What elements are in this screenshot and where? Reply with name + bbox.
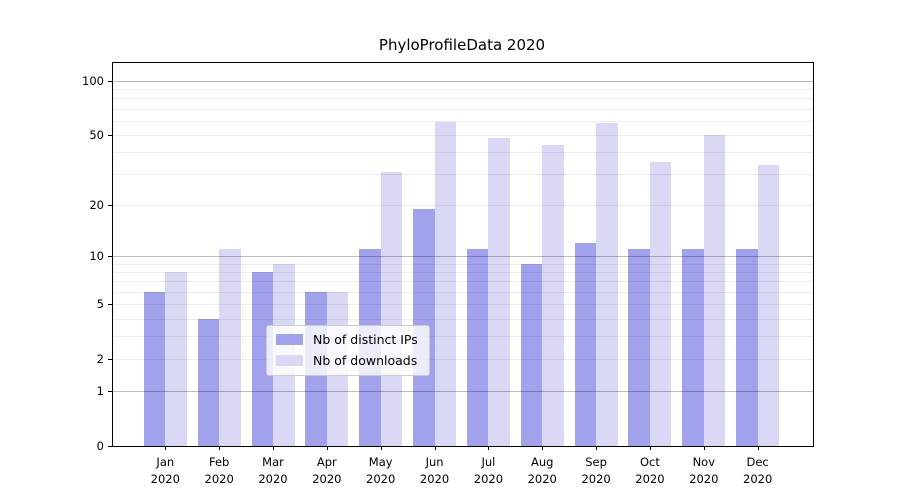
- y-tick-mark: [108, 304, 112, 306]
- y-tick-label: 5: [96, 297, 104, 312]
- bar-distinct-ips: [251, 272, 273, 446]
- legend-label-distinct-ips: Nb of distinct IPs: [313, 332, 418, 347]
- x-tick-mark: [703, 446, 705, 450]
- y-tick-mark: [108, 359, 112, 361]
- gridline: [113, 89, 813, 91]
- x-tick-mark: [273, 446, 274, 450]
- bar-distinct-ips: [628, 249, 650, 446]
- legend-item: Nb of downloads: [276, 353, 418, 368]
- bar-downloads: [488, 138, 510, 446]
- plot-area: 0 1 2 5 10 20 50 100 Jan 2020 Feb 2020 Mar 2020 Apr 202…: [82, 62, 814, 486]
- x-tick-label: Apr 2020: [312, 455, 342, 486]
- y-tick-mark: [108, 391, 112, 393]
- x-tick-mark: [380, 446, 382, 450]
- x-tick-mark: [649, 446, 651, 450]
- x-tick-label: Feb 2020: [204, 455, 234, 486]
- x-tick-mark: [326, 446, 328, 450]
- y-tick-label: 10: [89, 249, 104, 264]
- y-tick-label: 100: [82, 73, 104, 88]
- legend-swatch-distinct-ips: [276, 334, 303, 345]
- x-tick-mark: [596, 446, 598, 450]
- bar-distinct-ips: [466, 249, 489, 446]
- y-tick-mark: [108, 256, 112, 258]
- x-tick-label: Jun 2020: [419, 455, 450, 486]
- y-tick-label: 50: [89, 127, 104, 142]
- y-tick-label: 1: [96, 384, 104, 399]
- gridline: [113, 80, 813, 82]
- x-tick-label: Dec 2020: [743, 455, 773, 486]
- bar-downloads: [596, 123, 618, 446]
- x-tick-mark: [542, 446, 544, 450]
- x-tick-label: Mar 2020: [258, 455, 288, 486]
- y-tick-label: 2: [96, 352, 104, 367]
- y-tick-mark: [108, 446, 112, 447]
- x-tick-mark: [165, 446, 167, 450]
- bar-distinct-ips: [574, 243, 597, 446]
- bar-distinct-ips: [197, 318, 220, 446]
- bar-downloads: [165, 272, 187, 446]
- bar-distinct-ips: [520, 263, 543, 446]
- chart-title: PhyloProfileData 2020: [378, 36, 546, 54]
- gridline: [113, 98, 813, 100]
- y-tick-mark: [108, 205, 112, 207]
- y-tick-label: 0: [96, 439, 104, 453]
- gridline: [113, 108, 813, 110]
- y-tick-mark: [108, 134, 112, 136]
- bar-distinct-ips: [143, 292, 166, 446]
- x-tick-mark: [757, 446, 759, 450]
- x-tick-label: Sep 2020: [581, 455, 611, 486]
- bar-downloads: [380, 171, 403, 446]
- x-tick-label: May 2020: [366, 455, 396, 486]
- x-tick-label: Jul 2020: [473, 455, 504, 486]
- x-tick-mark: [434, 446, 436, 450]
- bar-downloads: [219, 249, 241, 446]
- bar-distinct-ips: [682, 249, 704, 446]
- bar-distinct-ips: [736, 249, 758, 446]
- x-tick-mark: [488, 446, 490, 450]
- bar-downloads: [757, 164, 780, 446]
- x-tick-label: Aug 2020: [527, 455, 557, 486]
- legend-swatch-downloads: [276, 355, 303, 366]
- x-tick-label: Nov 2020: [689, 455, 719, 486]
- bar-downloads: [542, 144, 564, 446]
- x-tick-mark: [219, 446, 221, 450]
- bar-downloads: [434, 122, 457, 446]
- bar-downloads: [703, 134, 726, 446]
- gridline: [113, 120, 813, 122]
- y-tick-mark: [108, 80, 112, 82]
- x-tick-label: Jan 2020: [150, 455, 180, 486]
- legend: Nb of distinct IPs Nb of downloads: [266, 325, 430, 376]
- y-tick-label: 20: [89, 198, 104, 213]
- bar-downloads: [649, 162, 672, 446]
- x-tick-label: Oct 2020: [635, 455, 665, 486]
- legend-label-downloads: Nb of downloads: [313, 353, 418, 368]
- legend-item: Nb of distinct IPs: [276, 332, 418, 347]
